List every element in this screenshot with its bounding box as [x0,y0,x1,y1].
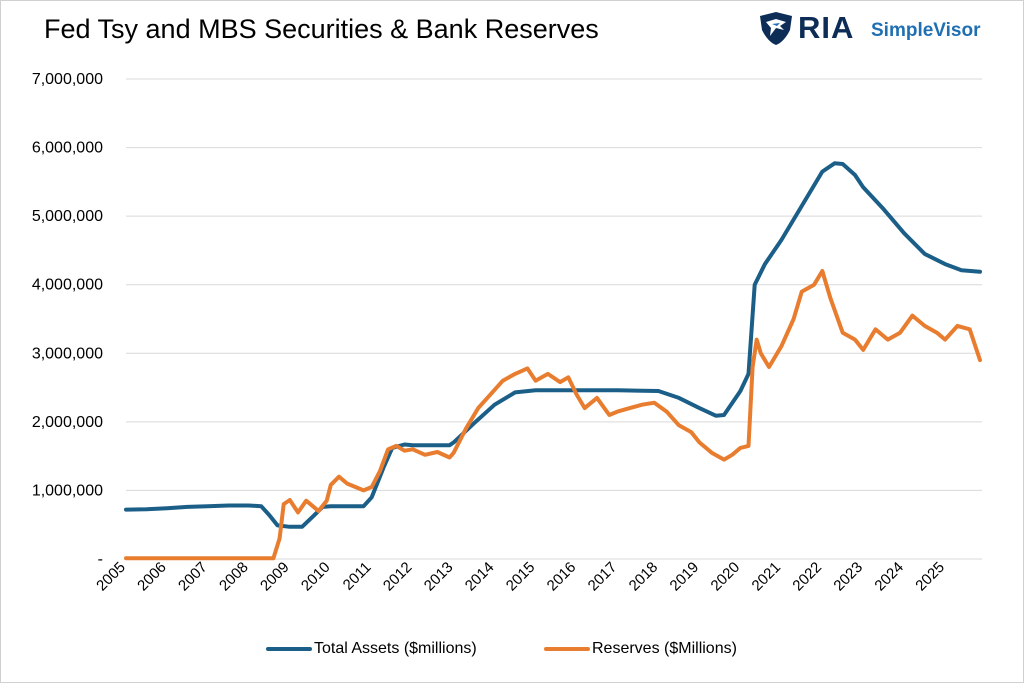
x-tick-label: 2015 [503,559,539,595]
legend-item-reserves: Reserves ($Millions) [544,640,737,658]
x-tick-label: 2020 [708,559,744,595]
x-tick-label: 2014 [462,559,498,595]
grid-lines [126,78,982,560]
x-tick-label: 2022 [789,559,825,595]
y-tick-label: 3,000,000 [32,345,103,362]
x-tick-label: 2019 [667,559,703,595]
legend-label-total-assets: Total Assets ($millions) [314,640,477,657]
x-tick-label: 2008 [216,559,252,595]
legend-item-total-assets: Total Assets ($millions) [266,640,477,658]
x-tick-label: 2006 [134,559,170,595]
chart-title: Fed Tsy and MBS Securities & Bank Reserv… [44,14,599,44]
y-tick-label: 2,000,000 [32,414,103,431]
y-tick-label: 7,000,000 [32,71,103,88]
y-tick-label: 5,000,000 [32,208,103,225]
legend-swatch-total-assets [266,647,312,651]
y-tick-label: 4,000,000 [32,277,103,294]
legend-swatch-reserves [544,647,590,651]
eagle-shield-icon [760,12,792,45]
legend-label-reserves: Reserves ($Millions) [592,640,737,657]
y-tick-label: - [98,551,103,568]
x-tick-label: 2025 [912,559,948,595]
x-tick-label: 2007 [175,559,211,595]
x-tick-label: 2023 [830,559,866,595]
legend: Total Assets ($millions) Reserves ($Mill… [266,640,786,662]
y-axis-ticks: - 1,000,000 2,000,000 3,000,000 4,000,000 5,0… [32,71,103,568]
x-tick-label: 2016 [544,559,580,595]
y-tick-label: 6,000,000 [32,140,103,157]
series-lines [124,161,982,561]
x-tick-label: 2011 [340,559,375,594]
y-tick-label: 1,000,000 [32,482,103,499]
x-tick-label: 2009 [257,559,293,595]
x-tick-label: 2013 [421,559,457,595]
series-line-reserves [124,269,982,561]
brand-simplevisor-text: SimpleVisor [871,20,981,41]
x-axis-ticks: 2005 2006 2007 2008 2009 2010 2011 2012 2013 2014… [93,559,948,595]
series-line-total-assets [124,161,982,529]
x-tick-label: 2024 [871,559,907,595]
x-tick-label: 2018 [626,559,662,595]
brand-logo: RIA SimpleVisor [758,8,998,48]
x-tick-label: 2012 [380,559,416,595]
x-tick-label: 2021 [749,559,785,595]
x-tick-label: 2017 [585,559,621,595]
line-chart: - 1,000,000 2,000,000 3,000,000 4,000,000 5,0… [32,71,982,595]
brand-ria-text: RIA [798,10,855,45]
x-tick-label: 2010 [298,559,334,595]
